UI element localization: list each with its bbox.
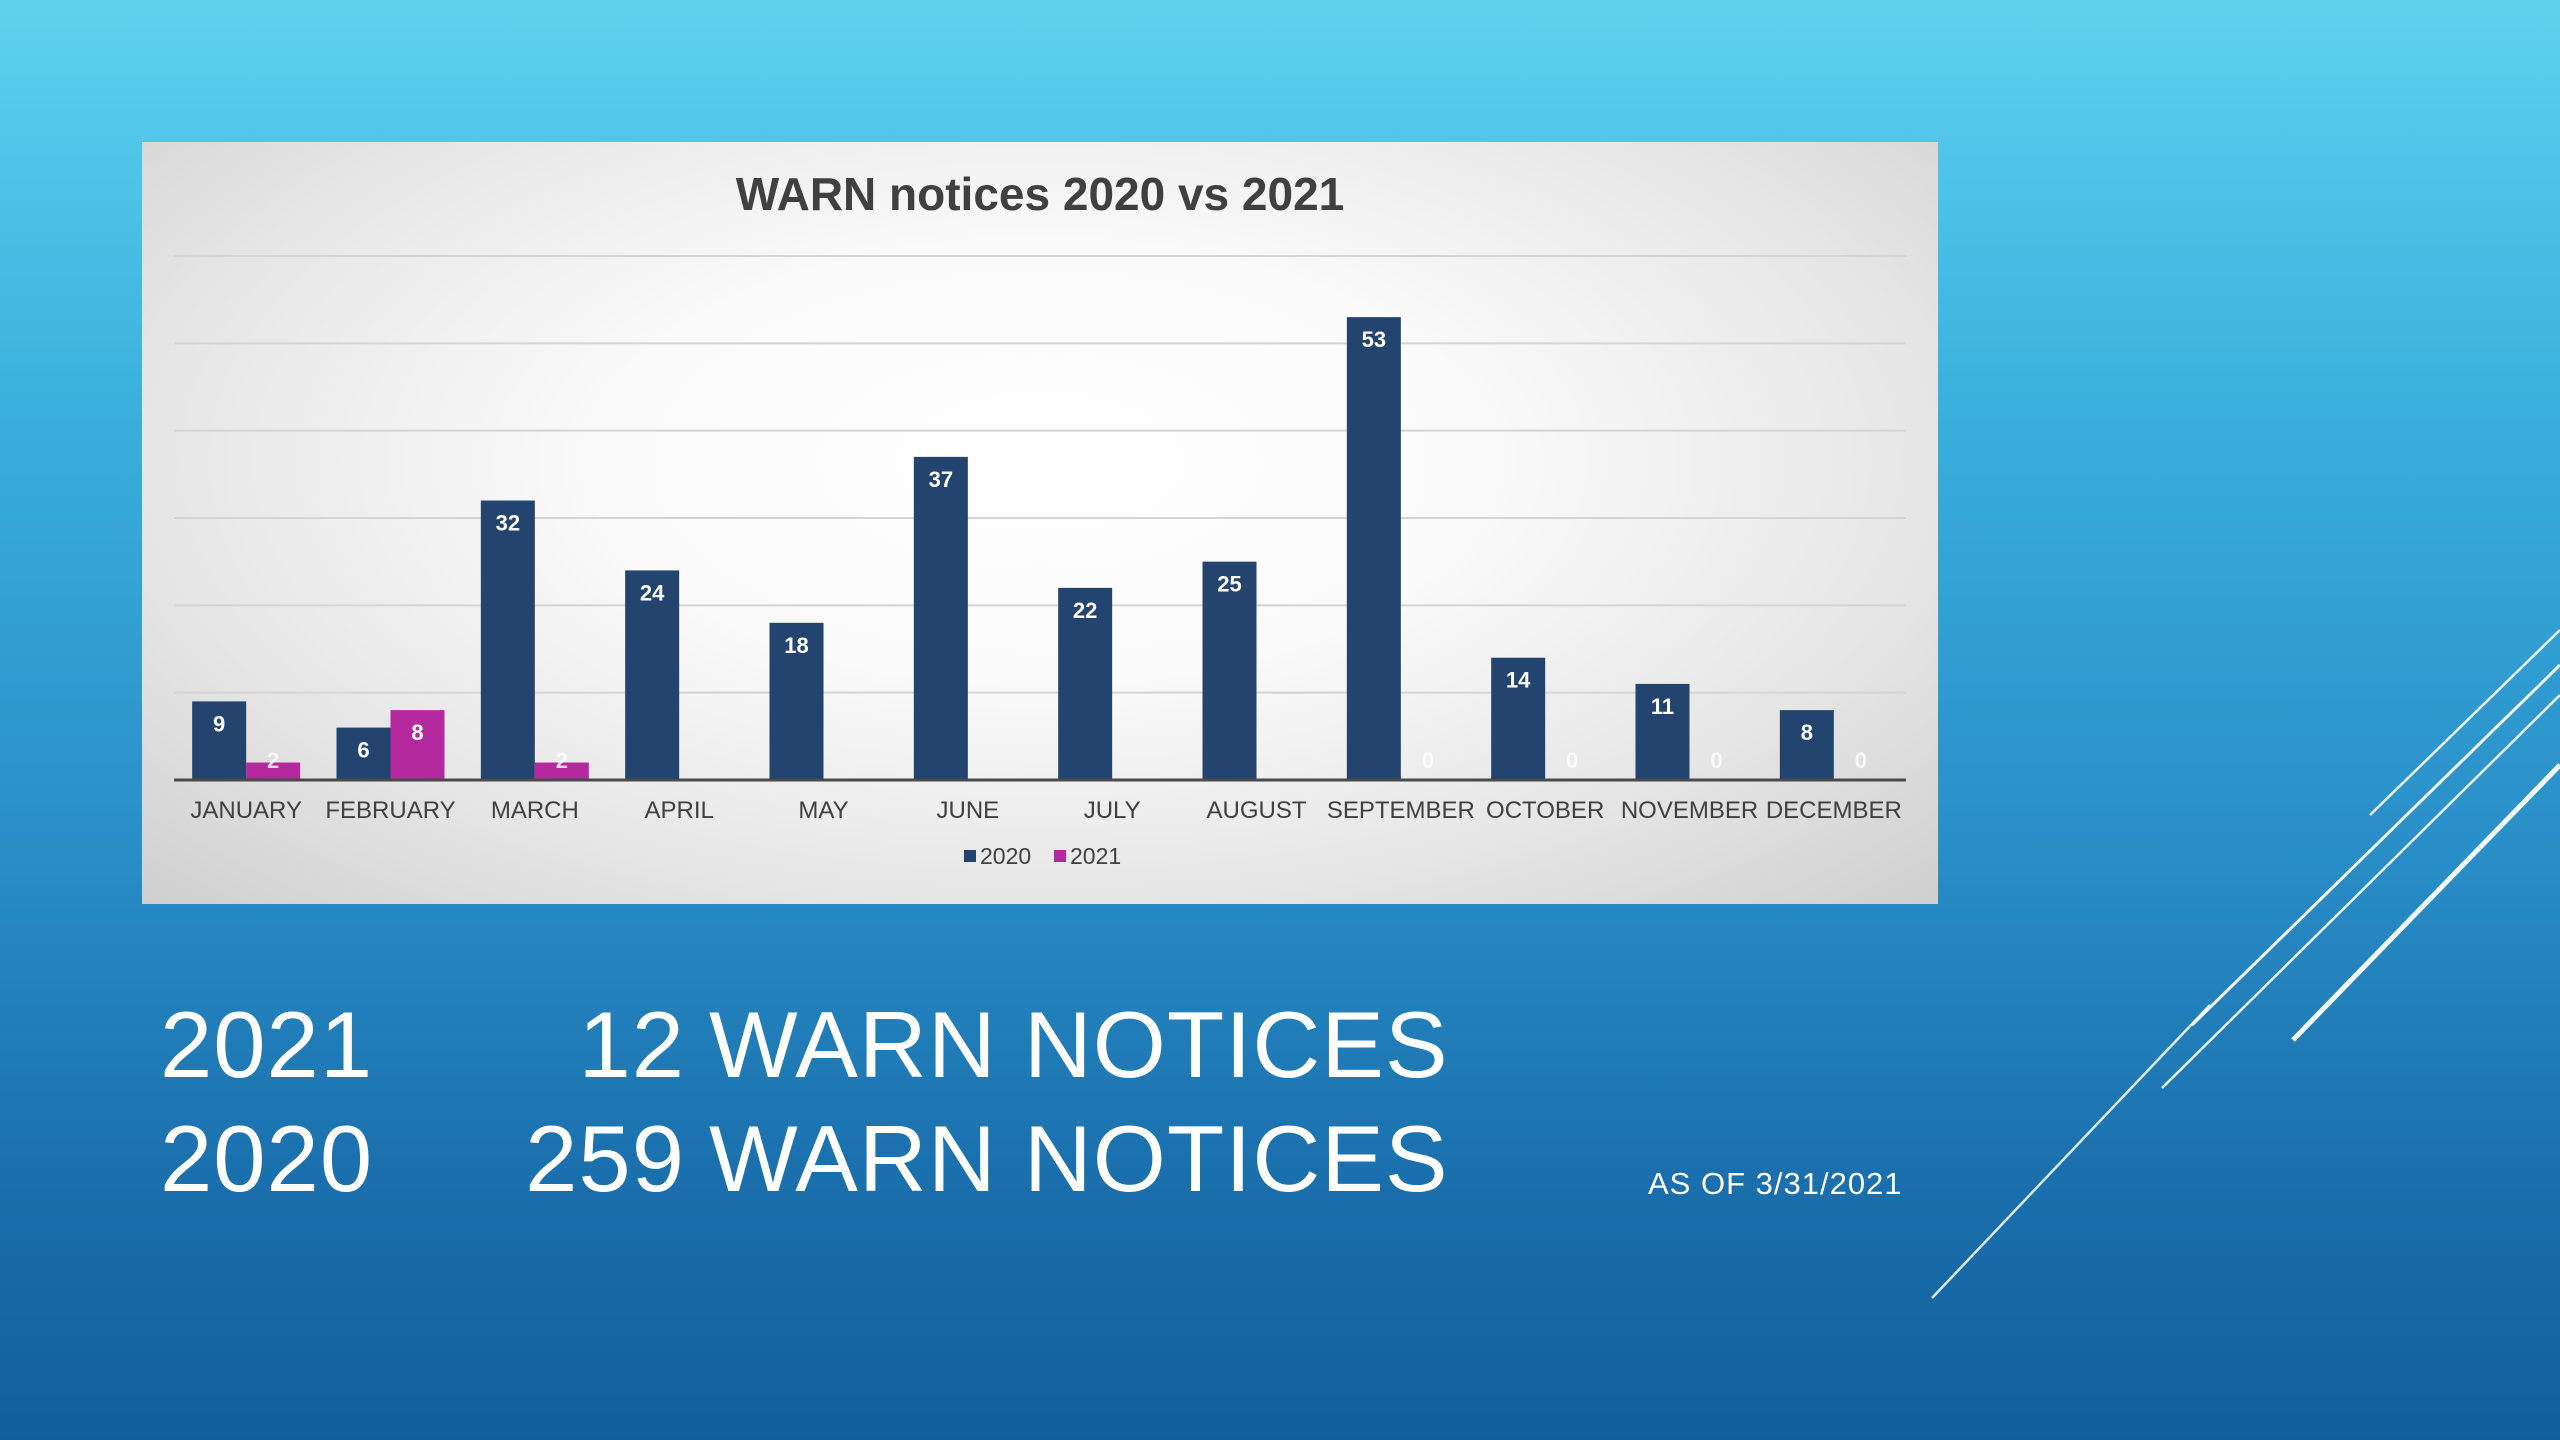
category-label: OCTOBER: [1486, 797, 1604, 824]
summary-count-2020: 259: [525, 1106, 685, 1211]
bar-2020: [480, 500, 535, 780]
data-label-2020: 32: [496, 511, 520, 536]
summary-2020: 2020 259 WARN NOTICES: [160, 1112, 1449, 1206]
x-axis-labels: JANUARY FEBRUARY MARCH APRIL MAY JUNE JULY AUGU…: [190, 797, 1901, 824]
legend-swatch-2021: [1054, 850, 1066, 862]
warn-notices-chart: WARN notices 2020 vs 2021 9 2 6 8 32 2 24 18 37 2…: [174, 168, 1906, 869]
category-label: AUGUST: [1206, 797, 1306, 824]
summary-year-2021: 2021: [160, 992, 374, 1097]
category-label: DECEMBER: [1766, 797, 1902, 824]
data-label-2020: 14: [1506, 668, 1531, 693]
legend-label-2021: 2021: [1070, 843, 1121, 869]
data-label-2021: 0: [1566, 748, 1578, 773]
category-label: JULY: [1084, 797, 1141, 824]
bars: [192, 317, 1834, 780]
data-label-2021: 0: [1710, 748, 1722, 773]
data-label-2020: 53: [1362, 327, 1386, 352]
data-labels: 9 2 6 8 32 2 24 18 37 22 25 53 0 14 0 11 0 8 0: [213, 327, 1867, 773]
bar-2020: [192, 701, 247, 780]
bar-2020: [1202, 561, 1257, 780]
category-label: SEPTEMBER: [1327, 797, 1475, 824]
chart-panel: WARN notices 2020 vs 2021 9 2 6 8 32 2 24 18 37 2…: [142, 142, 1938, 904]
deco-line: [2291, 763, 2560, 1042]
data-label-2020: 37: [929, 467, 953, 492]
gridlines: [174, 255, 1906, 694]
bar-2020: [336, 727, 391, 780]
data-label-2021: 0: [1855, 748, 1867, 773]
legend-label-2020: 2020: [980, 843, 1031, 869]
bar-2020: [1491, 657, 1546, 780]
bar-2020: [1635, 683, 1690, 780]
category-label: JANUARY: [190, 797, 302, 824]
deco-line: [2369, 629, 2560, 816]
data-label-2020: 24: [640, 580, 665, 605]
bar-2021: [246, 762, 301, 780]
data-label-2020: 11: [1651, 694, 1674, 719]
data-label-2020: 8: [1801, 720, 1813, 745]
category-label: NOVEMBER: [1621, 797, 1758, 824]
summary-label-2021: WARN NOTICES: [709, 992, 1449, 1097]
data-label-2021: 2: [267, 748, 279, 773]
data-label-2020: 9: [213, 711, 225, 736]
bar-2020: [913, 456, 968, 780]
bar-2020: [1346, 317, 1401, 780]
category-label: JUNE: [936, 797, 999, 824]
as-of-note: AS OF 3/31/2021: [1648, 1166, 1903, 1201]
chart-title: WARN notices 2020 vs 2021: [736, 168, 1345, 220]
summary-year-2020: 2020: [160, 1106, 374, 1211]
category-label: FEBRUARY: [325, 797, 455, 824]
summary-count-2021: 12: [578, 992, 685, 1097]
data-label-2021: 2: [556, 748, 568, 773]
bar-2020: [1779, 710, 1834, 780]
data-label-2021: 8: [411, 720, 423, 745]
summary-2021: 2021 12 WARN NOTICES: [160, 998, 1449, 1092]
bar-2020: [1058, 587, 1113, 780]
bar-2020: [769, 622, 824, 780]
category-label: MARCH: [491, 797, 579, 824]
legend-swatch-2020: [964, 850, 976, 862]
summary-label-2020: WARN NOTICES: [709, 1106, 1449, 1211]
data-label-2021: 0: [1422, 748, 1434, 773]
bar-2021: [534, 762, 589, 780]
data-label-2020: 18: [784, 633, 808, 658]
deco-line: [2190, 663, 2560, 1027]
data-label-2020: 22: [1073, 598, 1097, 623]
data-label-2020: 6: [357, 738, 369, 763]
bar-2020: [625, 570, 680, 780]
data-label-2020: 25: [1217, 572, 1241, 597]
legend: 2020 2021: [964, 843, 1121, 869]
deco-line: [2161, 694, 2560, 1089]
deco-line: [1931, 1004, 2211, 1299]
bar-2021: [390, 710, 445, 780]
category-label: MAY: [798, 797, 848, 824]
category-label: APRIL: [644, 797, 713, 824]
